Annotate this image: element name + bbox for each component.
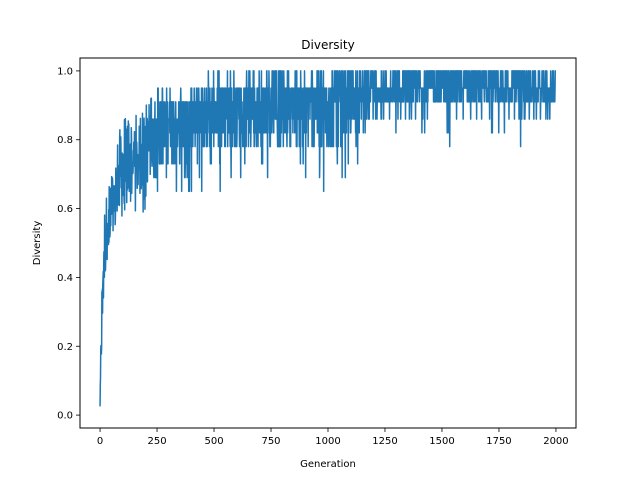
x-tick-label: 750 [261,436,280,447]
x-axis-label: Generation [300,459,356,470]
plot-area [99,70,557,407]
y-tick-label: 0.4 [57,273,73,284]
x-axis: 0 250 500 750 1000 1250 1500 1750 2000 [97,428,569,447]
x-tick-label: 500 [204,436,223,447]
x-tick-label: 250 [147,436,166,447]
x-tick-label: 1500 [429,436,454,447]
y-axis-label: Diversity [32,221,43,266]
x-tick-label: 1750 [486,436,511,447]
y-tick-label: 1.0 [57,66,73,77]
y-axis: 0.0 0.2 0.4 0.6 0.8 1.0 [57,66,80,422]
y-tick-label: 0.0 [57,411,73,422]
series-line [99,70,557,407]
x-tick-label: 2000 [543,436,568,447]
y-tick-label: 0.2 [57,342,73,353]
x-tick-label: 1000 [315,436,340,447]
chart-title: Diversity [301,38,354,52]
x-tick-label: 1250 [372,436,397,447]
x-tick-label: 0 [97,436,103,447]
y-tick-label: 0.8 [57,135,73,146]
y-tick-label: 0.6 [57,204,73,215]
